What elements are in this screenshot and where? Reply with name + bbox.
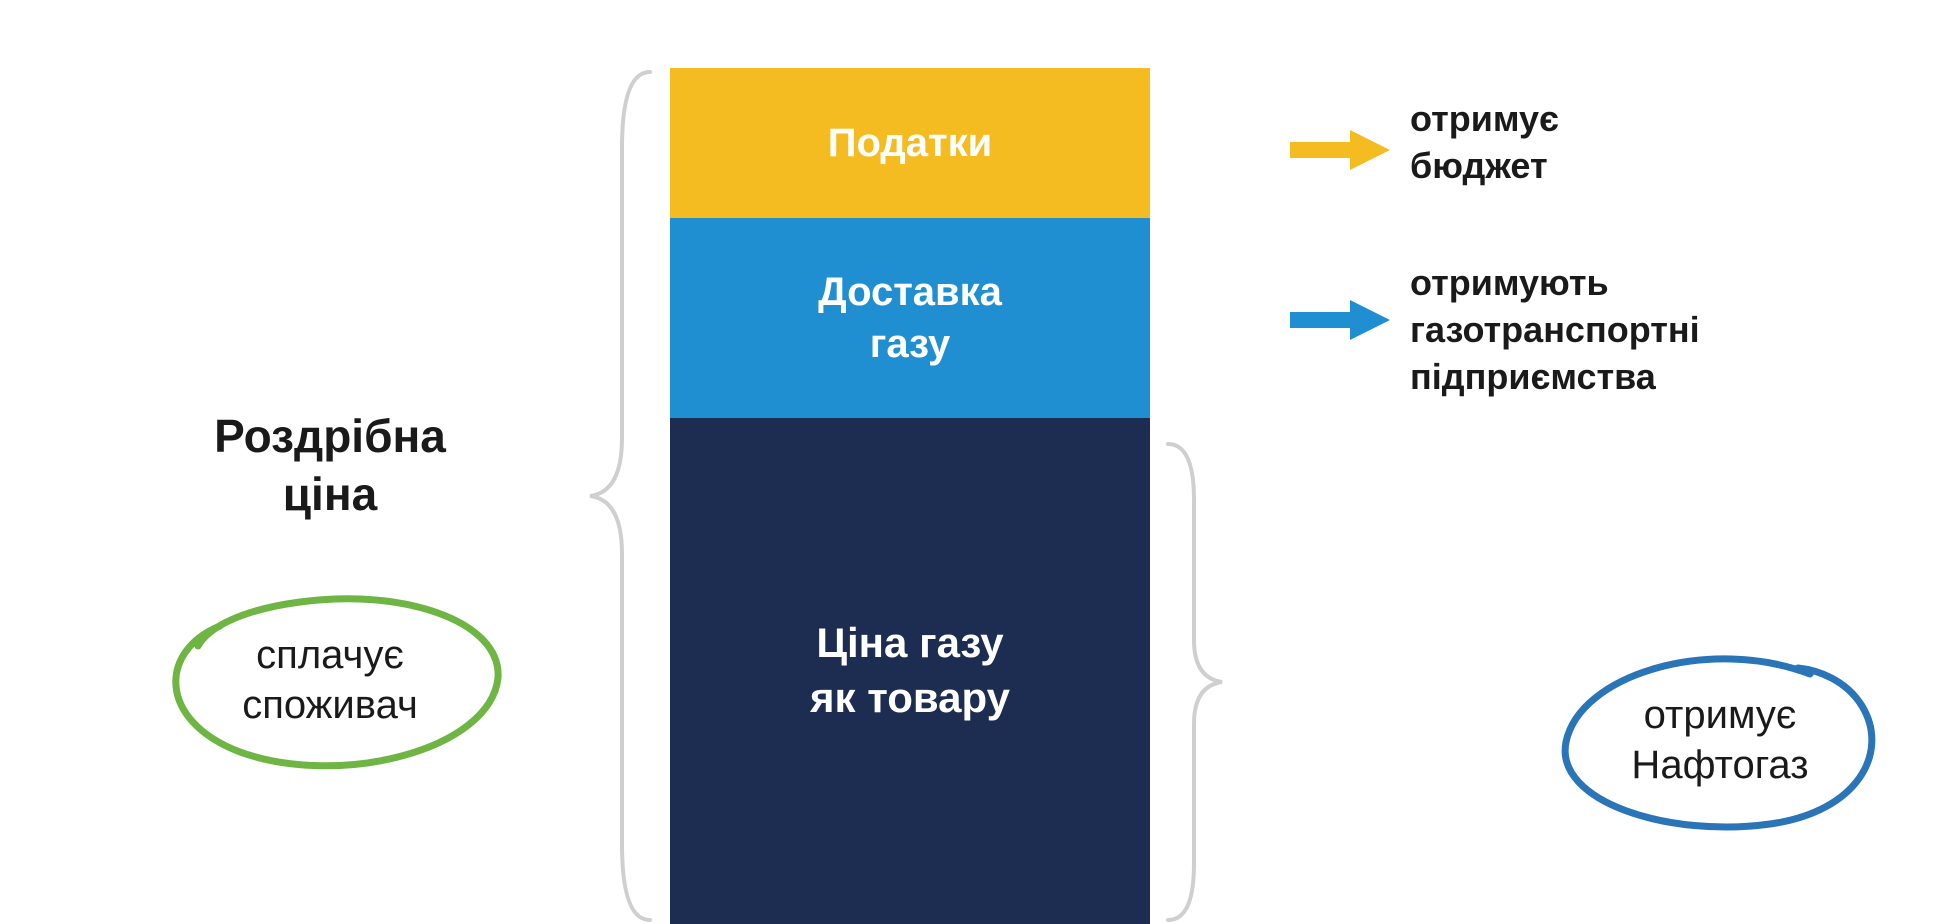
segment-delivery-label: Доставкагазу — [818, 266, 1002, 370]
annotation-budget: отримуєбюджет — [1410, 96, 1910, 190]
naftogaz-receives-circle: отримуєНафтогаз — [1550, 640, 1890, 840]
arrow-taxes — [1290, 130, 1390, 170]
price-stack: Податки Доставкагазу Ціна газуяк товару — [670, 68, 1150, 924]
segment-commodity-price-label: Ціна газуяк товару — [810, 616, 1010, 725]
infographic-root: Податки Доставкагазу Ціна газуяк товару … — [0, 0, 1944, 924]
annotation-gas-transport-text: отримуютьгазотранспортніпідприємства — [1410, 262, 1700, 397]
arrow-delivery — [1290, 300, 1390, 340]
segment-taxes-label: Податки — [828, 117, 993, 169]
segment-taxes: Податки — [670, 68, 1150, 218]
retail-price-title: Роздрібнаціна — [160, 408, 500, 523]
consumer-pays-text: сплачуєспоживач — [242, 630, 418, 730]
consumer-pays-circle: сплачуєспоживач — [150, 580, 510, 780]
annotation-gas-transport: отримуютьгазотранспортніпідприємства — [1410, 260, 1910, 400]
segment-commodity-price: Ціна газуяк товару — [670, 418, 1150, 924]
brace-left-full — [580, 68, 660, 924]
naftogaz-receives-text: отримуєНафтогаз — [1631, 690, 1808, 790]
retail-price-title-text: Роздрібнаціна — [214, 410, 446, 520]
annotation-budget-text: отримуєбюджет — [1410, 98, 1559, 186]
brace-right-bottom — [1160, 440, 1230, 924]
segment-delivery: Доставкагазу — [670, 218, 1150, 418]
